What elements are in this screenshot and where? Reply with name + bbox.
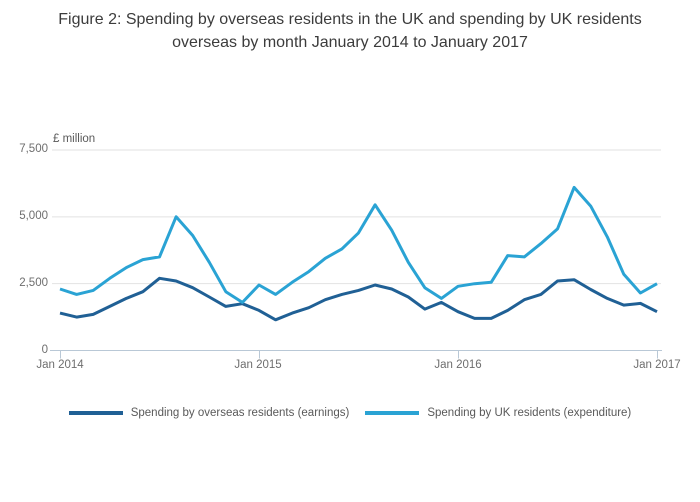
legend-label-expenditure: Spending by UK residents (expenditure)	[427, 407, 632, 419]
series-line-expenditure	[59, 185, 658, 304]
earnings-line-swatch	[68, 411, 123, 415]
series-line-earnings	[59, 276, 658, 322]
x-tick-label-jan-2016: Jan 2016	[434, 359, 482, 371]
legend-item-earnings: Spending by overseas residents (earnings…	[68, 407, 350, 419]
y-tick-label-7500: 7,500	[19, 143, 48, 155]
plot-area: £ million 0 2,500 5,000 7,500 Jan 2014 J…	[19, 133, 681, 371]
legend-label-earnings: Spending by overseas residents (earnings…	[130, 407, 350, 419]
expenditure-line-swatch	[365, 411, 420, 415]
y-tick-label-2500: 2,500	[19, 277, 48, 289]
y-axis-unit-label: £ million	[53, 133, 96, 145]
chart-title: Figure 2: Spending by overseas residents…	[58, 11, 642, 52]
line-chart	[50, 149, 662, 359]
x-tick-label-jan-2014: Jan 2014	[36, 359, 84, 371]
y-tick-label-0: 0	[41, 344, 48, 356]
legend: Spending by overseas residents (earnings…	[0, 407, 700, 419]
x-tick-label-jan-2017: Jan 2017	[633, 359, 681, 371]
y-tick-label-5000: 5,000	[19, 210, 48, 222]
x-tick-label-jan-2015: Jan 2015	[234, 359, 282, 371]
legend-item-expenditure: Spending by UK residents (expenditure)	[365, 407, 631, 419]
